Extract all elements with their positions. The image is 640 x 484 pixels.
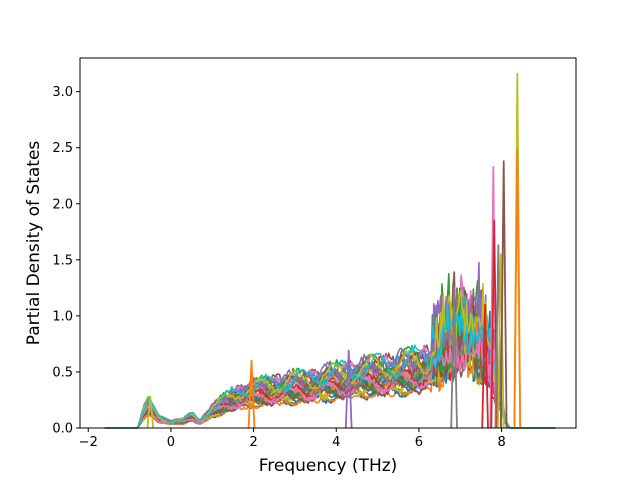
pdos-series-line: [104, 283, 556, 429]
pdos-peak-line: [481, 303, 489, 429]
pdos-peak-line: [146, 395, 155, 429]
pdos-peak-line: [494, 244, 503, 429]
plot-frame: [79, 57, 577, 429]
x-tick-label: 6: [415, 435, 423, 450]
x-axis-label: Frequency (THz): [259, 456, 398, 476]
y-tick-label: 2.5: [52, 141, 73, 156]
y-axis-label: Partial Density of States: [24, 141, 44, 346]
x-tick-label: 8: [497, 435, 505, 450]
pdos-series-line: [104, 301, 556, 429]
pdos-peak-line: [497, 253, 505, 429]
pdos-peak-line: [450, 286, 458, 429]
x-axis: −2 0 2 4 6 8: [79, 428, 506, 450]
y-tick-label: 0.5: [52, 365, 73, 380]
x-tick-label: 2: [249, 435, 257, 450]
y-tick-label: 0.0: [52, 422, 73, 437]
x-tick-label: 4: [332, 435, 340, 450]
pdos-series-line: [104, 311, 556, 429]
y-tick-label: 1.5: [52, 253, 73, 268]
pdos-peak-line: [247, 359, 256, 429]
pdos-series-line: [104, 318, 556, 429]
x-tick-label: −2: [79, 435, 98, 450]
y-tick-label: 1.0: [52, 309, 73, 324]
y-tick-label: 2.0: [52, 197, 73, 212]
pdos-peak-line: [499, 160, 508, 429]
y-axis: 0.0 0.5 1.0 1.5 2.0 2.5 3.0: [52, 85, 80, 437]
y-tick-label: 3.0: [52, 85, 73, 100]
pdos-peak-line: [513, 149, 522, 429]
x-tick-label: 0: [167, 435, 175, 450]
series-layer: [104, 72, 556, 429]
pdos-peak-line: [344, 349, 353, 429]
